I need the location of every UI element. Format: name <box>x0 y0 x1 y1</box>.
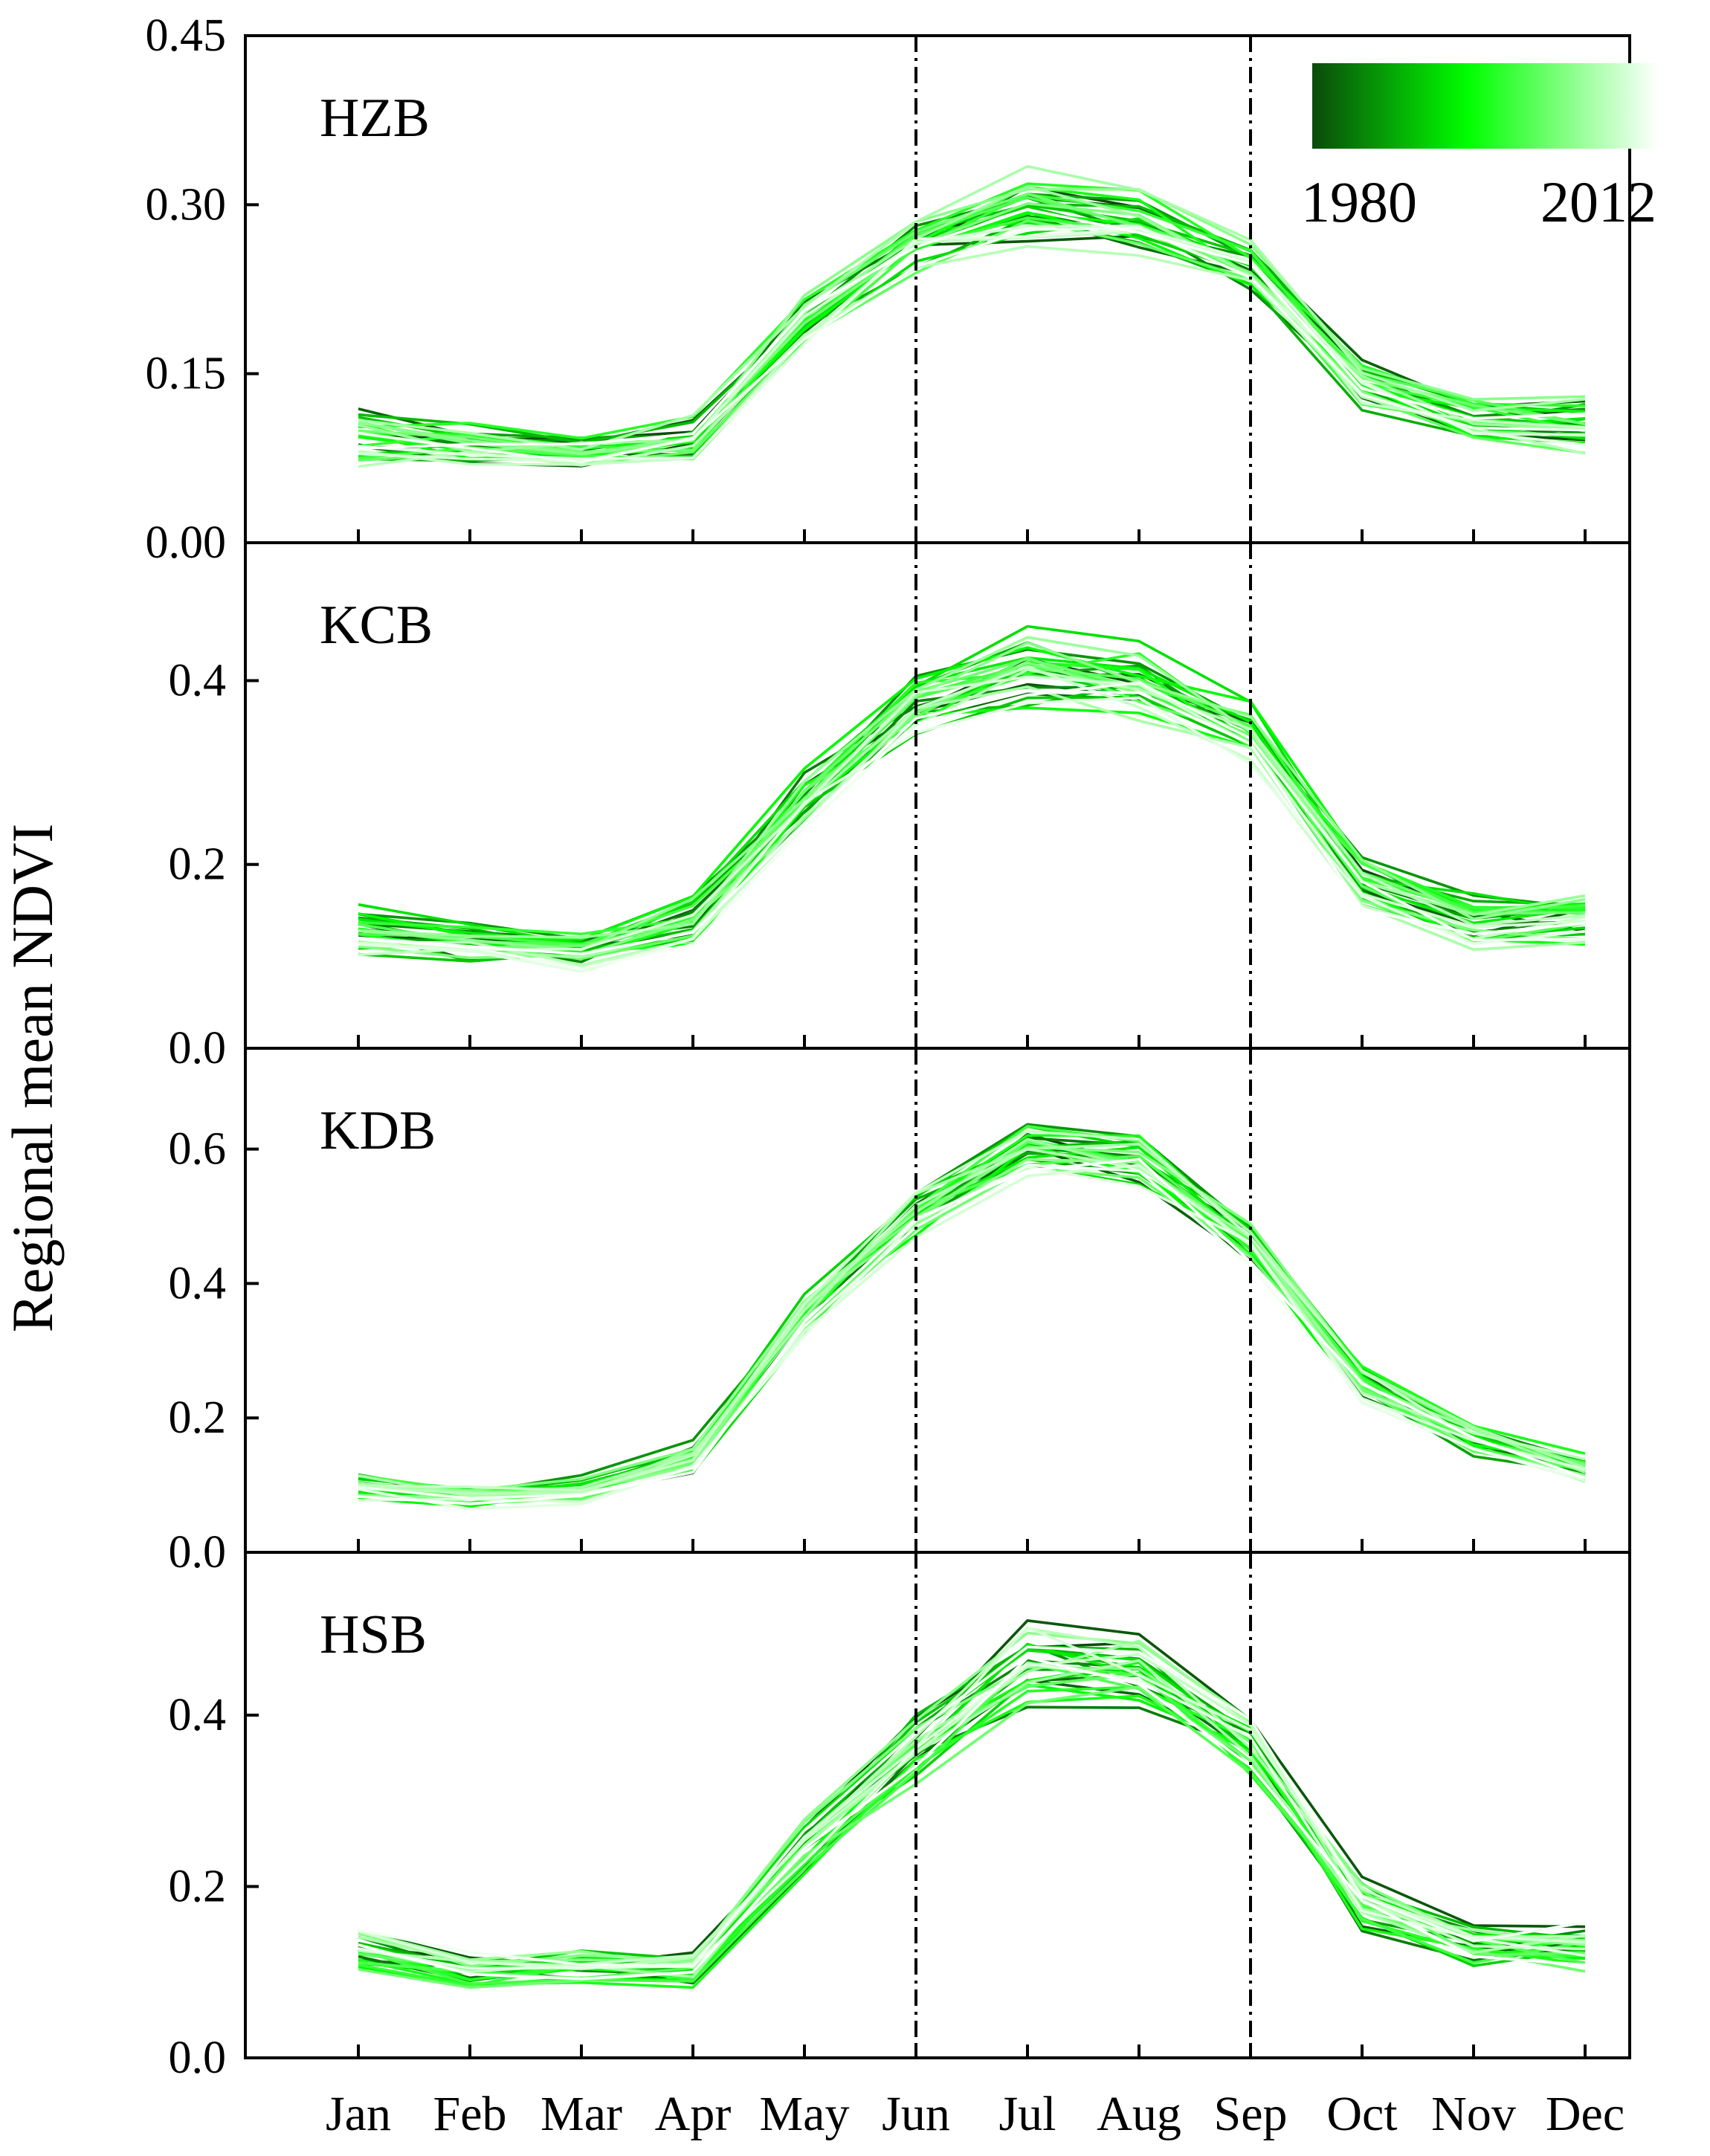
series-line-2010 <box>358 696 1586 973</box>
series-line-2007 <box>358 1147 1586 1495</box>
series-group <box>358 1619 1586 1989</box>
y-tick-label: 0.6 <box>169 1124 227 1175</box>
panel-label-hzb: HZB <box>320 88 430 149</box>
series-line-2004 <box>358 187 1586 456</box>
x-axis: Jan Feb Mar Apr May Jun Jul Aug Sep Oct Nov Dec <box>326 2087 1624 2141</box>
series-line-2008 <box>358 230 1586 466</box>
panel-frame <box>244 1551 1631 2059</box>
x-tick-label-sep: Sep <box>1214 2087 1288 2141</box>
series-line-2012 <box>358 207 1586 451</box>
panel-label-kcb: KCB <box>320 595 433 656</box>
y-axis-label: Regional mean NDVI <box>0 824 65 1332</box>
year-legend: 1980 2012 <box>1301 63 1658 234</box>
series-line-1992 <box>358 217 1586 460</box>
y-tick-label: 0.4 <box>169 655 227 706</box>
y-tick-label: 0.00 <box>146 517 227 568</box>
y-tick-label: 0.2 <box>169 1861 227 1911</box>
series-line-1982 <box>358 1145 1586 1506</box>
x-tick-label-nov: Nov <box>1431 2087 1516 2141</box>
x-tick-label-dec: Dec <box>1546 2087 1624 2141</box>
y-tick-label: 0.15 <box>146 349 227 399</box>
y-tick-label: 0.0 <box>169 2033 227 2083</box>
panel-kdb: 0.0 0.2 0.4 0.6 KDB <box>169 1047 1631 1578</box>
panel-hsb: 0.0 0.2 0.4 HSB <box>169 1551 1631 2083</box>
panel-label-kdb: KDB <box>320 1100 436 1161</box>
series-line-2000 <box>358 196 1586 456</box>
series-line-1988 <box>358 216 1586 462</box>
x-tick-label-jan: Jan <box>326 2087 391 2141</box>
series-line-1988 <box>358 1151 1586 1495</box>
series-line-1981 <box>358 1150 1586 1505</box>
y-tick-label: 0.30 <box>146 179 227 230</box>
x-tick-label-may: May <box>760 2087 850 2141</box>
series-line-1994 <box>358 1146 1586 1508</box>
series-line-1997 <box>358 182 1586 440</box>
panel-frame <box>244 541 1631 1050</box>
series-line-2006 <box>358 165 1586 451</box>
series-group <box>358 624 1586 973</box>
panels-group: 0.00 0.15 0.30 0.45 HZB 0.0 0.2 0.4 KCB 0.0 0.2 0.4… <box>146 10 1631 2083</box>
x-tick-label-oct: Oct <box>1326 2087 1397 2141</box>
y-tick-label: 0.0 <box>169 1527 227 1578</box>
series-line-1998 <box>358 674 1586 936</box>
series-line-1984 <box>358 1705 1586 1985</box>
legend-end-year: 2012 <box>1540 170 1656 234</box>
y-tick-label: 0.2 <box>169 1392 227 1443</box>
series-line-2003 <box>358 201 1586 456</box>
panel-frame <box>244 1047 1631 1554</box>
panel-kcb: 0.0 0.2 0.4 KCB <box>169 541 1631 1074</box>
y-tick-label: 0.4 <box>169 1690 227 1740</box>
series-line-2004 <box>358 1158 1586 1500</box>
series-line-2007 <box>358 668 1586 966</box>
series-line-2010 <box>358 1662 1586 1970</box>
series-line-2002 <box>358 1166 1586 1494</box>
series-line-2009 <box>358 675 1586 952</box>
series-line-2009 <box>358 225 1586 462</box>
series-line-2010 <box>358 1165 1586 1511</box>
x-tick-label-feb: Feb <box>433 2087 507 2141</box>
y-tick-label: 0.45 <box>146 10 227 61</box>
series-line-2009 <box>358 1163 1586 1503</box>
series-line-2005 <box>358 636 1586 939</box>
series-line-1987 <box>358 1158 1586 1503</box>
series-line-2010 <box>358 227 1586 460</box>
series-line-1999 <box>358 216 1586 461</box>
series-line-2012 <box>358 1158 1586 1505</box>
y-tick-label: 0.2 <box>169 839 227 890</box>
series-line-1985 <box>358 215 1586 462</box>
series-line-2007 <box>358 245 1586 468</box>
series-line-1984 <box>358 218 1586 451</box>
legend-start-year: 1980 <box>1301 170 1417 234</box>
panel-label-hsb: HSB <box>320 1604 427 1665</box>
series-line-2012 <box>358 1656 1586 1981</box>
series-line-2012 <box>358 689 1586 955</box>
series-line-2011 <box>358 681 1586 970</box>
series-group <box>358 165 1586 468</box>
x-tick-label-jul: Jul <box>998 2087 1056 2141</box>
series-group <box>358 1123 1586 1511</box>
panel-hzb: 0.00 0.15 0.30 0.45 HZB <box>146 10 1631 568</box>
series-line-1985 <box>358 1152 1586 1498</box>
x-tick-label-aug: Aug <box>1097 2087 1181 2141</box>
series-line-2003 <box>358 1665 1586 1968</box>
series-line-2011 <box>358 1645 1586 1967</box>
series-line-2011 <box>358 1163 1586 1500</box>
x-tick-label-mar: Mar <box>541 2087 622 2141</box>
x-tick-label-apr: Apr <box>655 2087 732 2141</box>
series-line-2011 <box>358 227 1586 464</box>
series-line-2008 <box>358 1129 1586 1492</box>
x-tick-label-jun: Jun <box>882 2087 950 2141</box>
series-line-1992 <box>358 1163 1586 1498</box>
series-line-2002 <box>358 657 1586 949</box>
legend-colorbar <box>1312 63 1658 149</box>
series-line-1996 <box>358 1694 1586 1989</box>
y-tick-label: 0.0 <box>169 1023 227 1074</box>
y-tick-label: 0.4 <box>169 1258 227 1308</box>
series-line-1993 <box>358 221 1586 463</box>
